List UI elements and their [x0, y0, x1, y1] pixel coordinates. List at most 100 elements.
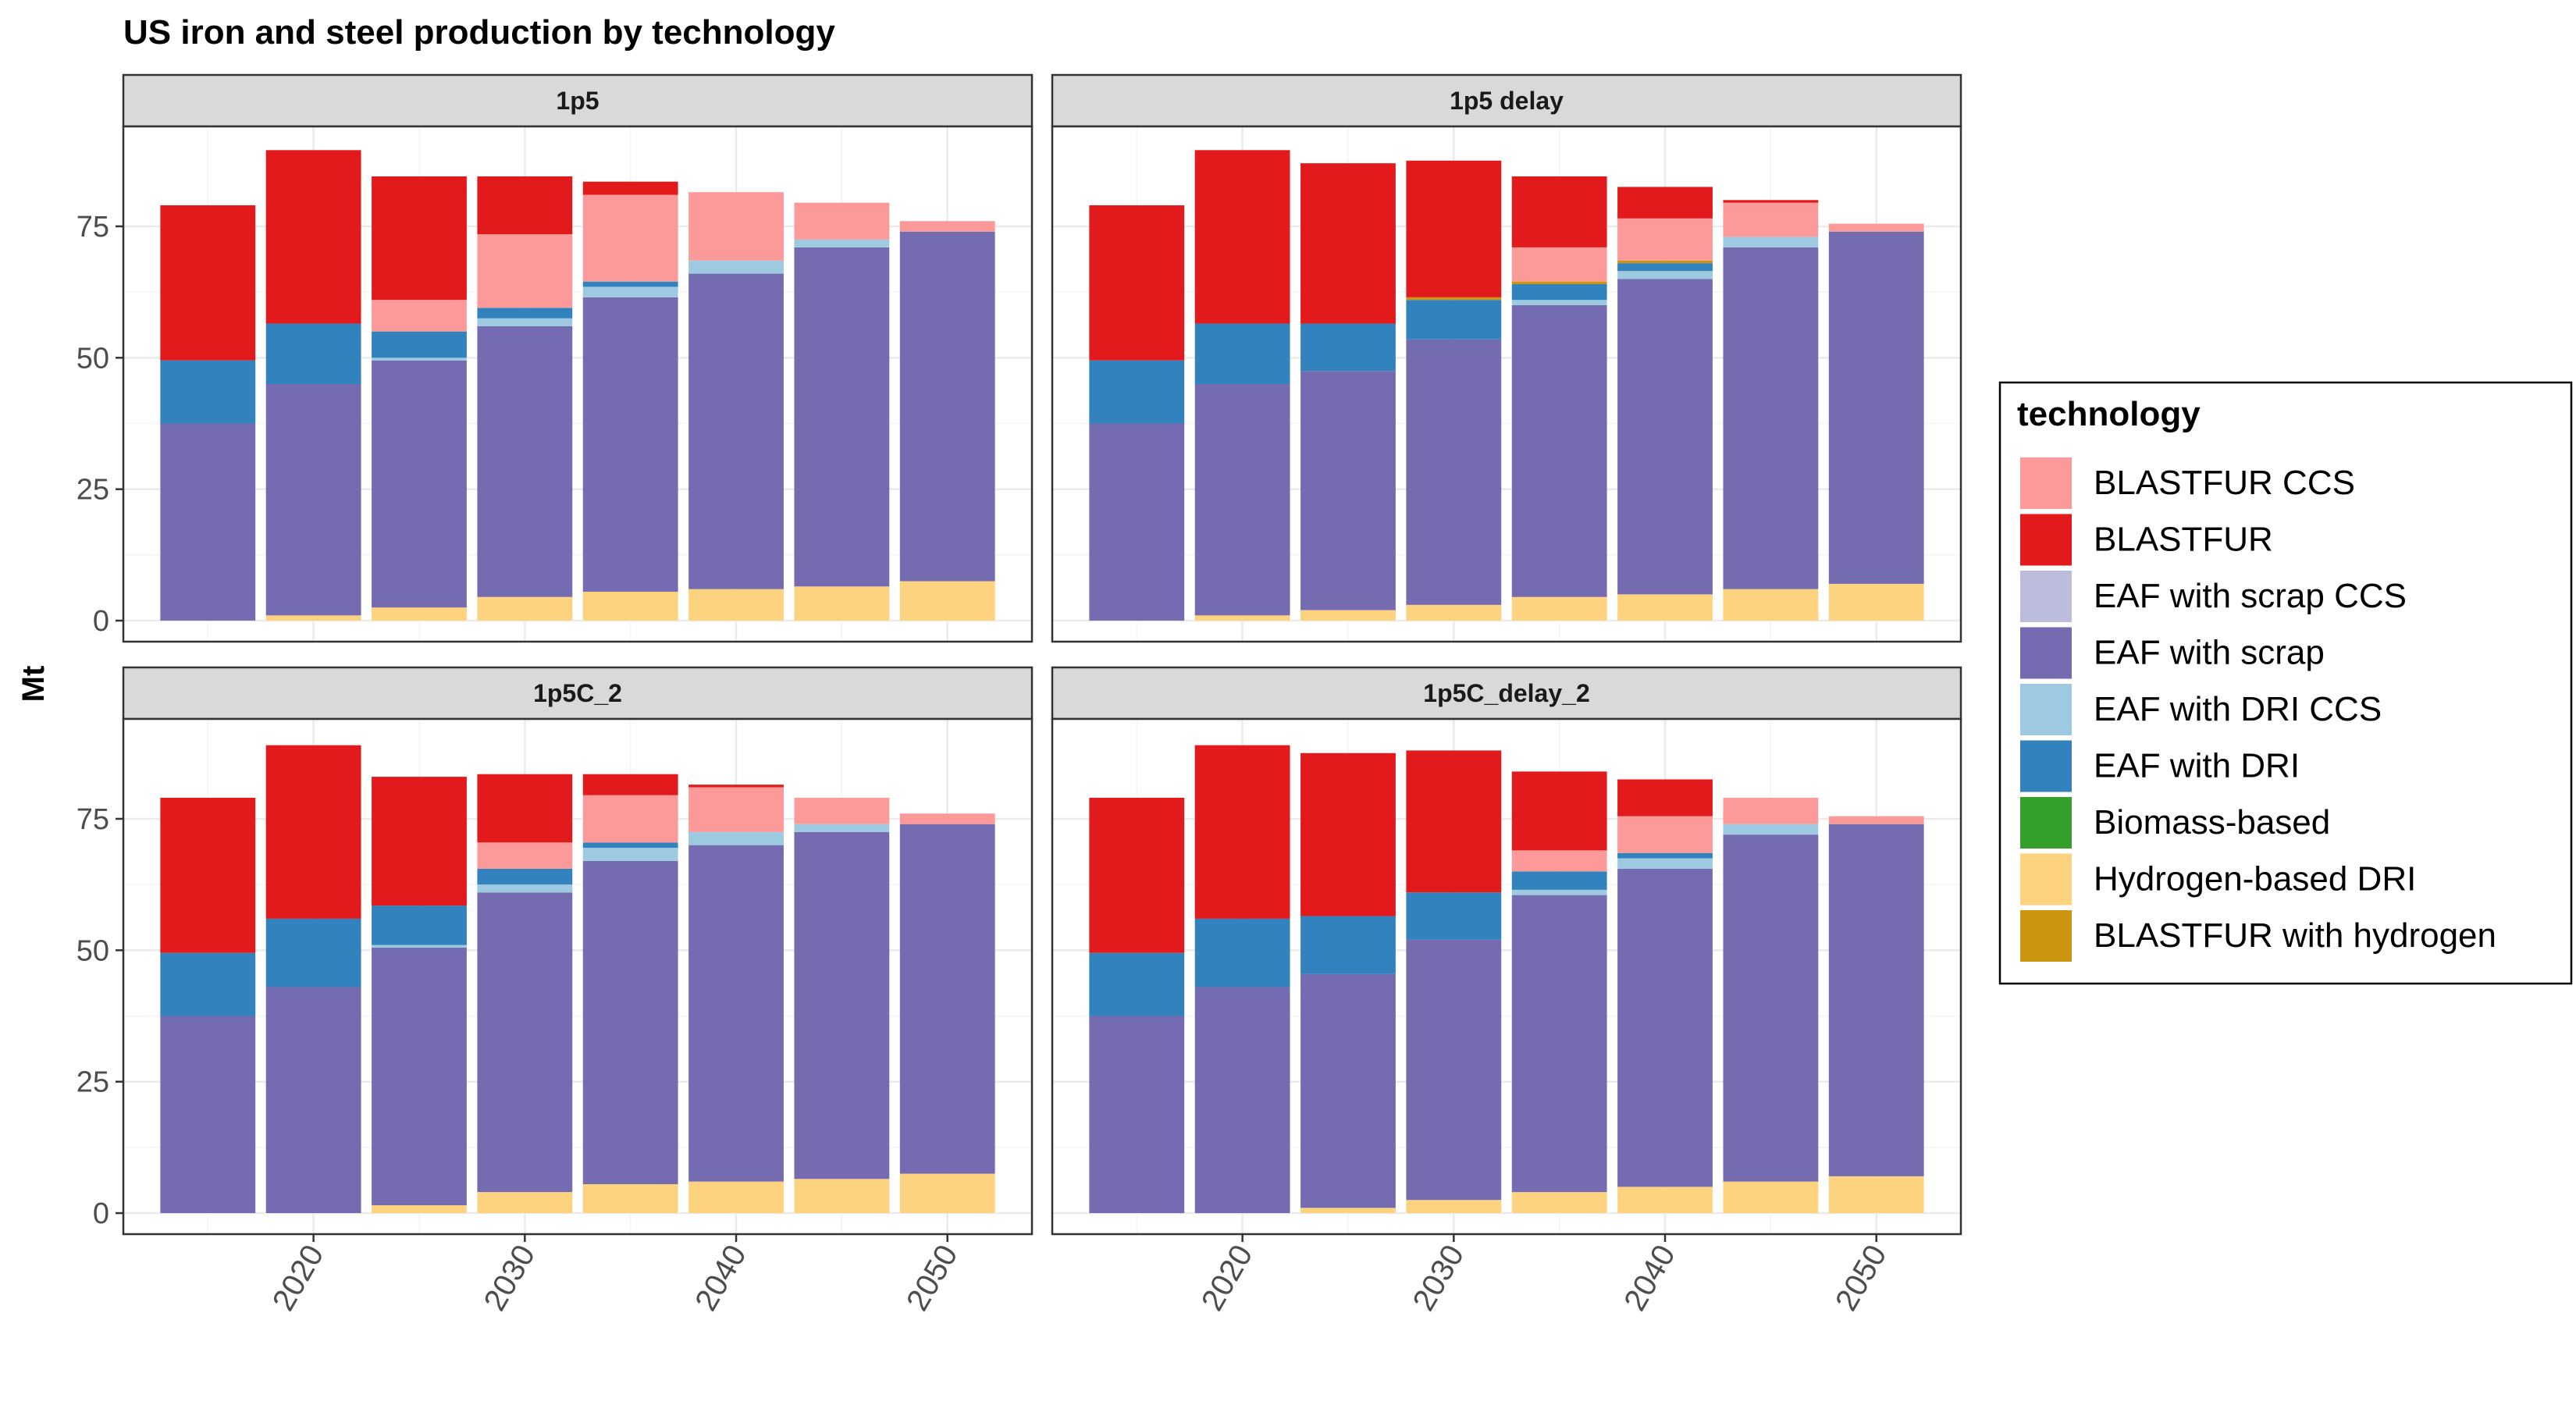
bar-segment-hydrogen-based-dri: [582, 592, 678, 621]
bar-segment-hydrogen-based-dri: [477, 596, 573, 621]
bar-segment-eaf-with-dri-ccs: [582, 286, 678, 297]
panel-border: [1051, 717, 1962, 1236]
legend-item-eaf-with-scrap-ccs: EAF with scrap CCS: [2020, 571, 2407, 622]
bar-segment-eaf-with-dri-ccs: [1511, 889, 1607, 895]
bar-segment-eaf-with-dri: [160, 952, 256, 1016]
bar-segment-blastfur-ccs: [1723, 798, 1819, 824]
bar-segment-blastfur: [1300, 753, 1396, 916]
bar-segment-eaf-with-dri-ccs: [1617, 858, 1713, 869]
bar-segment-eaf-with-dri: [1300, 323, 1396, 372]
facet-label: 1p5C_delay_2: [1423, 679, 1589, 707]
bars: [1089, 150, 1924, 621]
y-axis-label: Mt: [16, 666, 51, 703]
bar-segment-eaf-with-dri-ccs: [582, 848, 678, 861]
bars: [1089, 745, 1924, 1214]
bar-segment-blastfur-with-hydrogen: [1406, 297, 1502, 301]
bar-segment-hydrogen-based-dri: [1617, 1187, 1713, 1214]
legend-item-biomass-based: Biomass-based: [2020, 797, 2330, 849]
bar-segment-eaf-with-dri: [160, 360, 256, 424]
legend-item-blastfur: BLASTFUR: [2020, 514, 2273, 566]
bar-segment-blastfur-ccs: [477, 842, 573, 869]
bar-segment-hydrogen-based-dri: [1617, 594, 1713, 621]
x-tick-label: 2020: [1195, 1240, 1260, 1317]
x-tick-label: 2020: [266, 1240, 331, 1317]
bar-segment-eaf-with-dri: [1406, 300, 1502, 340]
bar-segment-hydrogen-based-dri: [372, 607, 467, 621]
bar-segment-hydrogen-based-dri: [372, 1204, 467, 1214]
y-tick-label: 0: [93, 1197, 109, 1230]
legend-label: BLASTFUR: [2094, 521, 2273, 559]
facet-label: 1p5C_2: [533, 679, 622, 707]
bar-segment-blastfur-ccs: [1723, 202, 1819, 237]
bar-segment-eaf-with-dri: [1194, 323, 1290, 384]
legend-label: BLASTFUR with hydrogen: [2094, 916, 2496, 955]
bar-segment-hydrogen-based-dri: [794, 1179, 890, 1214]
plot-background: [123, 719, 1032, 1234]
facet-strip: [1051, 73, 1962, 128]
legend-label: Hydrogen-based DRI: [2094, 860, 2416, 898]
bar-segment-blastfur-ccs: [899, 221, 995, 232]
bar-segment-eaf-with-dri-ccs: [1723, 237, 1819, 247]
bar-segment-eaf-with-dri-ccs: [688, 831, 784, 845]
panel-1p5c-delay-2: 1p5C_delay_2 2020 2030 2040 2050: [1051, 666, 1962, 1317]
bar-segment-eaf-with-scrap: [582, 297, 678, 592]
bar-segment-blastfur: [1723, 200, 1819, 203]
bar-segment-hydrogen-based-dri: [1723, 589, 1819, 621]
bar-segment-eaf-with-dri: [1511, 871, 1607, 890]
bar-segment-eaf-with-scrap: [1300, 973, 1396, 1208]
bar-segment-blastfur: [265, 150, 361, 324]
panel-1p5-delay: 1p5 delay: [1051, 73, 1962, 643]
bar-segment-blastfur-ccs: [582, 795, 678, 843]
y-tick-label: 50: [76, 342, 109, 375]
bar-segment-blastfur-ccs: [899, 813, 995, 824]
panel-1p5: 1p5 0 25 50 75: [76, 73, 1034, 643]
bar-segment-blastfur-ccs: [1617, 218, 1713, 261]
bar-segment-blastfur: [1089, 798, 1185, 953]
x-tick-label: 2040: [1617, 1240, 1682, 1317]
bar-segment-hydrogen-based-dri: [1723, 1181, 1819, 1214]
bar-segment-blastfur-ccs: [1617, 816, 1713, 853]
bar-segment-eaf-with-scrap: [899, 231, 995, 582]
panel-border: [122, 717, 1034, 1236]
bar-segment-eaf-with-scrap: [688, 273, 784, 589]
plot-background: [1052, 126, 1961, 642]
panel-border: [122, 125, 1034, 643]
legend-label: EAF with DRI: [2094, 747, 2300, 785]
bar-segment-eaf-with-scrap: [582, 860, 678, 1185]
bar-segment-eaf-with-dri: [265, 323, 361, 384]
legend-key: [2020, 853, 2072, 906]
legend-label: EAF with scrap: [2094, 634, 2325, 672]
bar-segment-blastfur: [1194, 745, 1290, 919]
bar-segment-blastfur: [688, 785, 784, 788]
bar-segment-eaf-with-scrap: [160, 1016, 256, 1214]
bar-segment-eaf-with-dri: [1617, 263, 1713, 272]
y-tick-label: 0: [93, 605, 109, 638]
x-tick-label: 2040: [688, 1240, 753, 1317]
bar-segment-blastfur: [477, 176, 573, 235]
legend-key: [2020, 514, 2072, 566]
legend-key: [2020, 684, 2072, 735]
bar-segment-eaf-with-scrap: [794, 247, 890, 587]
bar-segment-eaf-with-scrap: [794, 831, 890, 1180]
bar-segment-blastfur: [265, 745, 361, 919]
bar-segment-blastfur-ccs: [1511, 850, 1607, 872]
bar-segment-blastfur-ccs: [477, 234, 573, 308]
bar-segment-eaf-with-dri: [582, 842, 678, 848]
bar-segment-hydrogen-based-dri: [1406, 604, 1502, 621]
bar-segment-blastfur: [582, 181, 678, 195]
bar-segment-hydrogen-based-dri: [794, 586, 890, 621]
bar-segment-blastfur: [1194, 150, 1290, 324]
bar-segment-eaf-with-dri: [1511, 284, 1607, 301]
plot-background: [1052, 719, 1961, 1234]
bar-segment-blastfur: [582, 774, 678, 795]
legend-label: EAF with DRI CCS: [2094, 690, 2382, 728]
bar-segment-eaf-with-scrap: [265, 384, 361, 616]
bar-segment-hydrogen-based-dri: [899, 1173, 995, 1214]
facet-strip: [122, 666, 1034, 721]
bar-segment-blastfur-ccs: [1828, 223, 1924, 232]
legend-key: [2020, 571, 2072, 622]
bar-segment-eaf-with-dri: [1089, 952, 1185, 1016]
bar-segment-eaf-with-scrap: [1511, 895, 1607, 1193]
bar-segment-hydrogen-based-dri: [1194, 615, 1290, 621]
bar-segment-eaf-with-scrap: [1617, 868, 1713, 1187]
